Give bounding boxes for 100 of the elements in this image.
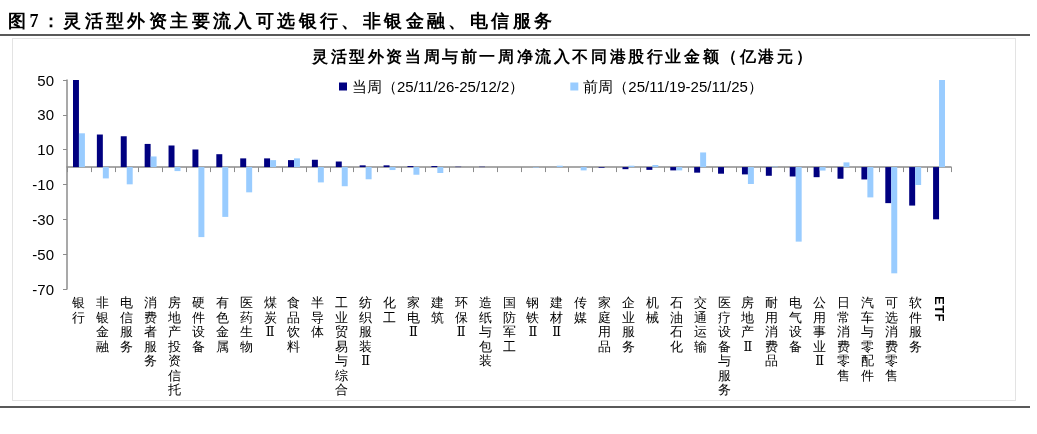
- bar: [389, 167, 396, 171]
- bar: [741, 167, 748, 175]
- bar: [126, 167, 133, 185]
- bar: [909, 167, 916, 206]
- bar: [72, 80, 79, 168]
- y-tick-label: 30: [37, 106, 54, 124]
- x-tick-label: 石油石化: [669, 295, 683, 354]
- bar: [192, 149, 199, 168]
- x-tick-label: 电信服务: [120, 295, 134, 354]
- bar: [150, 156, 157, 168]
- x-tick-label: 工业贸易与综合: [335, 295, 349, 398]
- x-tick-label: 有色金属: [215, 295, 229, 354]
- x-tick-label: 硬件设备: [191, 295, 205, 354]
- bar: [341, 167, 348, 187]
- bar: [676, 167, 683, 171]
- bar: [198, 167, 205, 238]
- x-tick-label: 电气设备: [789, 295, 803, 354]
- bar: [867, 167, 874, 198]
- x-tick-label: 非银金融: [96, 295, 110, 354]
- bar: [437, 167, 444, 174]
- bar: [78, 133, 85, 168]
- bar: [891, 167, 898, 274]
- x-tick-label: 家电Ⅱ: [406, 295, 420, 340]
- x-tick-label: 环保Ⅱ: [454, 295, 468, 340]
- y-tick-label: -10: [32, 176, 54, 193]
- bar: [747, 167, 754, 184]
- bar: [216, 154, 223, 168]
- x-tick-label: 交通运输: [693, 295, 707, 354]
- bar: [795, 167, 802, 242]
- bar: [694, 167, 701, 173]
- x-tick-label: ETF: [931, 296, 947, 323]
- x-tick-label: 医药生物: [239, 295, 253, 354]
- bar: [646, 167, 653, 170]
- bar: [102, 167, 109, 179]
- bar: [96, 134, 103, 168]
- bar: [311, 159, 318, 168]
- bar: [270, 160, 277, 168]
- x-tick-label: 耐用消费品: [765, 295, 779, 369]
- x-tick-label: 建材Ⅱ: [550, 295, 564, 340]
- y-tick-label: 10: [37, 141, 54, 159]
- x-tick-label: 企业服务: [621, 295, 635, 354]
- x-tick-label: 机械: [645, 295, 659, 325]
- x-tick-label: 软件服务: [908, 295, 922, 354]
- x-tick-label: 国防军工: [502, 295, 516, 354]
- x-tick-label: 医疗设备与服务: [717, 295, 731, 398]
- bar: [246, 167, 253, 193]
- bar: [813, 167, 820, 178]
- bar: [819, 167, 826, 171]
- chart-title: 图7：灵活型外资主要流入可选银行、非银金融、电信服务: [8, 10, 556, 33]
- bar: [700, 152, 707, 168]
- legend-label: 前周（25/11/19-25/11/25）: [583, 78, 763, 95]
- bar: [120, 136, 127, 168]
- y-tick-label: -30: [32, 210, 54, 228]
- x-tick-label: 银行: [72, 295, 86, 325]
- bar: [413, 167, 420, 175]
- bar: [718, 167, 725, 174]
- bar: [652, 164, 659, 168]
- bar: [765, 167, 772, 176]
- y-tick-label: 50: [37, 71, 54, 89]
- bar: [317, 167, 324, 183]
- bar: [293, 158, 300, 168]
- x-tick-label: 建筑: [430, 295, 444, 325]
- x-tick-label: 造纸与包装: [478, 295, 492, 369]
- bar: [222, 167, 229, 217]
- x-tick-label: 家庭用品: [598, 295, 612, 354]
- bar: [622, 167, 629, 170]
- x-tick-label: 消费者服务: [144, 295, 158, 369]
- bar: [861, 167, 868, 180]
- x-tick-label: 房地产Ⅱ: [741, 295, 755, 354]
- x-tick-label: 纺织服装Ⅱ: [359, 295, 373, 369]
- bar: [288, 160, 294, 168]
- bar: [933, 167, 940, 220]
- x-tick-label: 房地产投资信托: [168, 295, 181, 398]
- x-tick-label: 钢铁Ⅱ: [526, 295, 540, 340]
- bar: [365, 167, 372, 180]
- x-tick-label: 可选消费零售: [884, 295, 898, 383]
- bar: [843, 162, 850, 168]
- x-tick-label: 半导体: [311, 295, 325, 340]
- bar: [144, 143, 151, 168]
- bar: [264, 158, 271, 168]
- x-tick-label: 公用事业Ⅱ: [813, 295, 827, 369]
- x-tick-label: 传媒: [574, 295, 588, 325]
- x-tick-label: 化工: [383, 295, 397, 325]
- x-tick-label: 日常消费零售: [836, 295, 850, 383]
- bar: [168, 145, 175, 168]
- y-tick-label: -50: [32, 245, 54, 263]
- legend-label: 当周（25/11/26-25/12/2）: [352, 78, 525, 95]
- bar: [335, 161, 342, 168]
- x-tick-label: 汽车与零配件: [860, 295, 874, 383]
- bar: [580, 167, 587, 171]
- bar: [939, 80, 946, 168]
- x-tick-label: 煤炭Ⅱ: [263, 295, 277, 340]
- bar: [915, 167, 922, 186]
- x-tick-label: 食品饮料: [287, 295, 301, 354]
- bar: [789, 167, 796, 177]
- bar: [670, 167, 677, 171]
- bar: [240, 158, 247, 168]
- y-tick-label: -70: [32, 280, 54, 298]
- chart-subtitle: 灵活型外资当周与前一周净流入不同港股行业金额（亿港元）: [312, 47, 815, 67]
- bar: [885, 167, 892, 204]
